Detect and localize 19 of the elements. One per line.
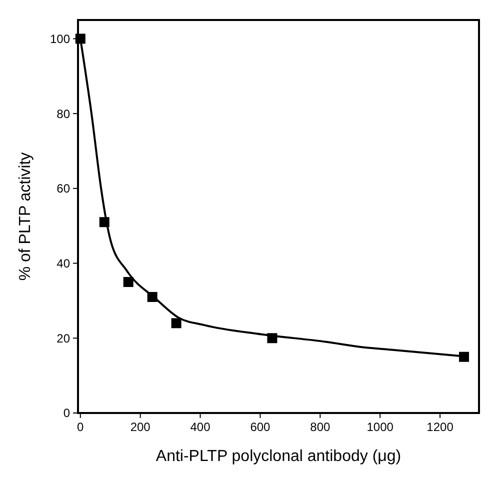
y-tick-label: 0: [63, 406, 70, 420]
x-tick-label: 400: [190, 420, 211, 434]
x-tick-label: 800: [310, 420, 330, 434]
x-tick-label: 200: [130, 420, 151, 434]
point: [123, 277, 134, 287]
y-tick-label: 100: [50, 32, 70, 46]
point: [171, 318, 182, 328]
x-tick-label: 1200: [426, 420, 454, 434]
x-axis-title: Anti-PLTP polyclonal antibody (μg): [156, 448, 402, 465]
y-tick-label: 40: [56, 256, 70, 270]
y-tick-label: 80: [56, 106, 70, 121]
point: [75, 34, 86, 44]
x-tick-label: 600: [250, 420, 271, 434]
y-tick-label: 20: [56, 331, 70, 346]
y-tick-label: 60: [56, 182, 70, 196]
x-tick-label: 1000: [366, 420, 394, 434]
point: [459, 352, 470, 362]
y-axis-title: % of PLTP activity: [17, 152, 34, 281]
x-tick-label: 0: [77, 420, 84, 434]
